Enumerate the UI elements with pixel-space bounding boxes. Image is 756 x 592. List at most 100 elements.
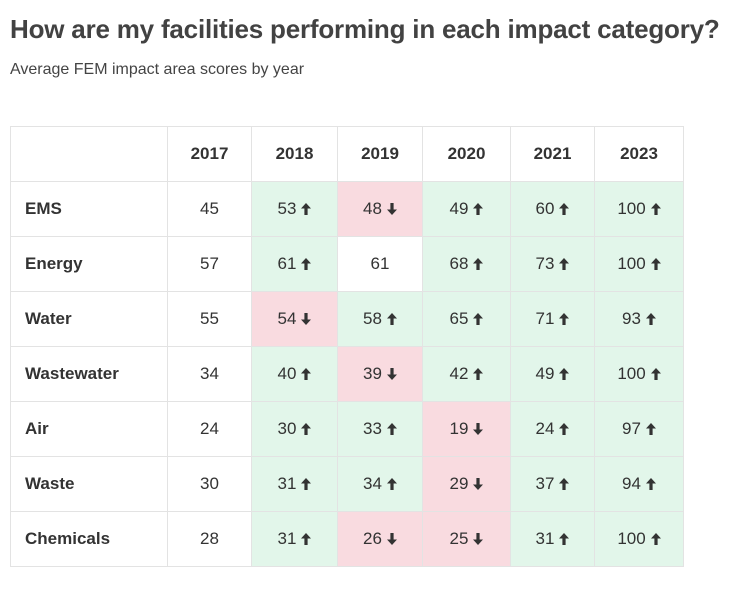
row-label: EMS xyxy=(10,181,168,237)
score-value: 37 xyxy=(535,474,555,493)
row-label: Waste xyxy=(10,456,168,512)
table-row: Air 24 30 33 19 24 97 xyxy=(10,401,684,457)
score-cell: 71 xyxy=(510,291,595,347)
score-cell: 26 xyxy=(337,511,423,567)
score-value: 31 xyxy=(535,529,555,548)
score-cell: 25 xyxy=(422,511,511,567)
score-cell: 34 xyxy=(337,456,423,512)
score-cell: 24 xyxy=(510,401,595,457)
score-value: 24 xyxy=(200,419,219,438)
arrow-up-icon xyxy=(386,478,397,490)
score-value: 19 xyxy=(449,419,469,438)
arrow-up-icon xyxy=(301,368,312,380)
score-value: 28 xyxy=(200,529,219,548)
score-cell: 33 xyxy=(337,401,423,457)
score-cell: 97 xyxy=(594,401,684,457)
arrow-up-icon xyxy=(650,258,661,270)
score-cell: 61 xyxy=(337,236,423,292)
arrow-up-icon xyxy=(473,368,484,380)
score-cell: 34 xyxy=(167,346,252,402)
score-cell: 93 xyxy=(594,291,684,347)
score-value: 49 xyxy=(449,199,469,218)
score-value: 71 xyxy=(535,309,555,328)
arrow-up-icon xyxy=(559,533,570,545)
score-value: 45 xyxy=(200,199,219,218)
column-header-2021: 2021 xyxy=(510,126,595,182)
score-value: 49 xyxy=(535,364,555,383)
score-cell: 100 xyxy=(594,236,684,292)
page-title: How are my facilities performing in each… xyxy=(10,14,720,44)
arrow-up-icon xyxy=(301,423,312,435)
score-cell: 55 xyxy=(167,291,252,347)
score-value: 30 xyxy=(200,474,219,493)
arrow-up-icon xyxy=(473,258,484,270)
score-value: 29 xyxy=(449,474,469,493)
arrow-up-icon xyxy=(301,533,312,545)
header-row: 2017 2018 2019 2020 2021 2023 xyxy=(10,126,684,182)
scores-table: 2017 2018 2019 2020 2021 2023 EMS 45 53 48 49 60 10… xyxy=(10,126,684,567)
score-cell: 39 xyxy=(337,346,423,402)
score-value: 93 xyxy=(622,309,641,328)
score-cell: 30 xyxy=(167,456,252,512)
score-value: 33 xyxy=(363,419,382,438)
score-value: 31 xyxy=(277,474,297,493)
page-subtitle: Average FEM impact area scores by year xyxy=(10,61,305,78)
score-value: 40 xyxy=(277,364,297,383)
table-row: EMS 45 53 48 49 60 100 xyxy=(10,181,684,237)
arrow-down-icon xyxy=(473,533,484,545)
table-row: Energy 57 61 61 68 73 100 xyxy=(10,236,684,292)
score-cell: 19 xyxy=(422,401,511,457)
score-value: 61 xyxy=(277,254,297,273)
row-label: Energy xyxy=(10,236,168,292)
table-row: Wastewater 34 40 39 42 49 100 xyxy=(10,346,684,402)
score-cell: 57 xyxy=(167,236,252,292)
score-value: 39 xyxy=(363,364,382,383)
score-value: 26 xyxy=(363,529,382,548)
arrow-up-icon xyxy=(559,478,570,490)
score-cell: 31 xyxy=(251,456,338,512)
score-value: 30 xyxy=(277,419,297,438)
arrow-up-icon xyxy=(301,203,312,215)
score-cell: 100 xyxy=(594,181,684,237)
arrow-up-icon xyxy=(650,203,661,215)
score-cell: 100 xyxy=(594,511,684,567)
arrow-down-icon xyxy=(386,203,397,215)
score-cell: 53 xyxy=(251,181,338,237)
corner-cell xyxy=(10,126,168,182)
row-label: Air xyxy=(10,401,168,457)
score-value: 57 xyxy=(200,254,219,273)
arrow-up-icon xyxy=(645,313,656,325)
score-cell: 73 xyxy=(510,236,595,292)
score-value: 31 xyxy=(277,529,297,548)
arrow-up-icon xyxy=(386,423,397,435)
score-value: 34 xyxy=(363,474,382,493)
row-label: Chemicals xyxy=(10,511,168,567)
arrow-up-icon xyxy=(650,533,661,545)
arrow-up-icon xyxy=(473,203,484,215)
score-cell: 100 xyxy=(594,346,684,402)
score-value: 61 xyxy=(370,254,390,273)
score-value: 34 xyxy=(200,364,219,383)
column-header-2019: 2019 xyxy=(337,126,423,182)
arrow-down-icon xyxy=(473,423,484,435)
score-value: 60 xyxy=(535,199,555,218)
score-value: 65 xyxy=(449,309,469,328)
arrow-up-icon xyxy=(386,313,397,325)
score-value: 100 xyxy=(617,254,646,273)
score-cell: 42 xyxy=(422,346,511,402)
score-value: 42 xyxy=(449,364,469,383)
column-header-2023: 2023 xyxy=(594,126,684,182)
score-value: 100 xyxy=(617,364,646,383)
arrow-up-icon xyxy=(559,423,570,435)
arrow-up-icon xyxy=(559,203,570,215)
row-label: Wastewater xyxy=(10,346,168,402)
table-row: Water 55 54 58 65 71 93 xyxy=(10,291,684,347)
score-value: 48 xyxy=(363,199,382,218)
score-cell: 45 xyxy=(167,181,252,237)
score-cell: 61 xyxy=(251,236,338,292)
score-cell: 60 xyxy=(510,181,595,237)
score-value: 55 xyxy=(200,309,219,328)
column-header-2017: 2017 xyxy=(167,126,252,182)
arrow-down-icon xyxy=(473,478,484,490)
arrow-up-icon xyxy=(301,258,312,270)
